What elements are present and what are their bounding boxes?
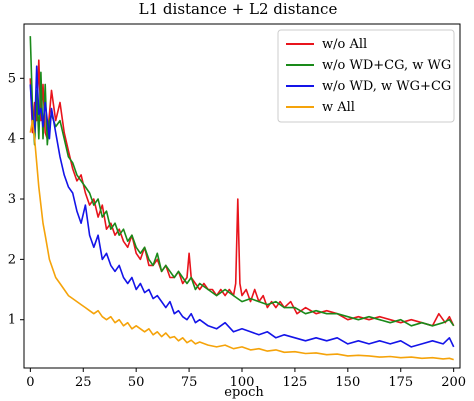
series-line-3 <box>29 119 454 361</box>
chart-title: L1 distance + L2 distance <box>139 0 338 18</box>
y-tick-label: 3 <box>8 192 16 207</box>
series-line-1 <box>29 36 455 327</box>
x-tick-label: 100 <box>230 375 255 390</box>
x-tick-label: 200 <box>441 375 466 390</box>
x-tick-label: 0 <box>26 375 34 390</box>
plot-lines <box>29 36 455 361</box>
x-tick-label: 75 <box>181 375 198 390</box>
x-tick-label: 150 <box>335 375 360 390</box>
y-tick-label: 5 <box>8 71 16 86</box>
x-tick-label: 175 <box>388 375 413 390</box>
legend-box <box>277 29 455 123</box>
x-axis: 0 25 50 75 100 125 150 175 200 <box>26 368 466 390</box>
y-tick-label: 1 <box>8 313 16 328</box>
legend: w/o All w/o WD+CG, w WG w/o WD, w WG+CG w A… <box>277 29 455 123</box>
y-tick-label: 4 <box>8 132 16 147</box>
y-axis: 1 2 3 4 5 <box>8 71 24 328</box>
y-tick-label: 2 <box>8 252 16 267</box>
x-tick-label: 50 <box>128 375 145 390</box>
legend-label-0: w/o All <box>322 37 367 52</box>
series-line-2 <box>29 65 455 348</box>
x-tick-label: 125 <box>282 375 307 390</box>
legend-label-3: w All <box>322 100 355 115</box>
legend-label-2: w/o WD, w WG+CG <box>322 79 451 94</box>
x-tick-label: 25 <box>75 375 92 390</box>
x-axis-label: epoch <box>224 385 264 400</box>
legend-label-1: w/o WD+CG, w WG <box>322 58 451 73</box>
